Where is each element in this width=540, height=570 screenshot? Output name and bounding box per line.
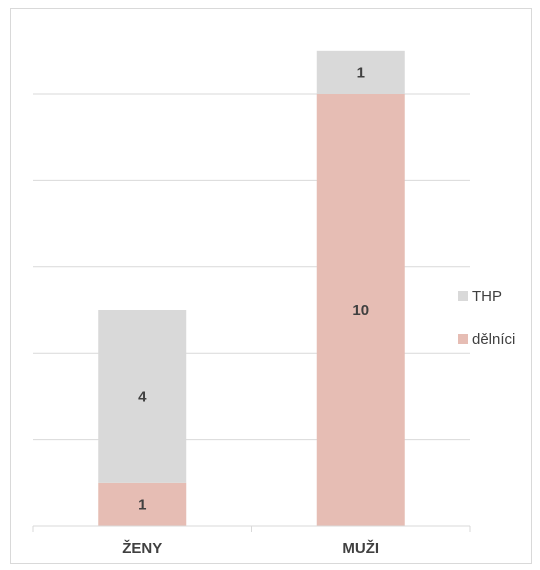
legend-label: THP xyxy=(472,288,502,305)
legend: THP dělníci xyxy=(458,288,515,348)
bar-segment-d-ln-ci xyxy=(98,482,187,526)
legend-swatch xyxy=(458,291,468,301)
data-label: 4 xyxy=(138,388,147,405)
bar-segment-thp xyxy=(316,50,405,94)
data-label: 1 xyxy=(138,496,146,513)
category-label: MUŽI xyxy=(342,539,379,557)
chart-frame xyxy=(10,8,532,564)
data-label: 1 xyxy=(357,64,365,81)
x-axis: ŽENY MUŽI xyxy=(32,525,471,557)
bar-segment-thp xyxy=(98,310,187,483)
bar-segment-d-ln-ci xyxy=(316,94,405,526)
legend-swatch xyxy=(458,334,468,344)
legend-label: dělníci xyxy=(472,331,515,348)
bars: 1 4 10 1 xyxy=(98,50,405,526)
data-label: 10 xyxy=(352,302,369,319)
category-label: ŽENY xyxy=(122,539,162,557)
